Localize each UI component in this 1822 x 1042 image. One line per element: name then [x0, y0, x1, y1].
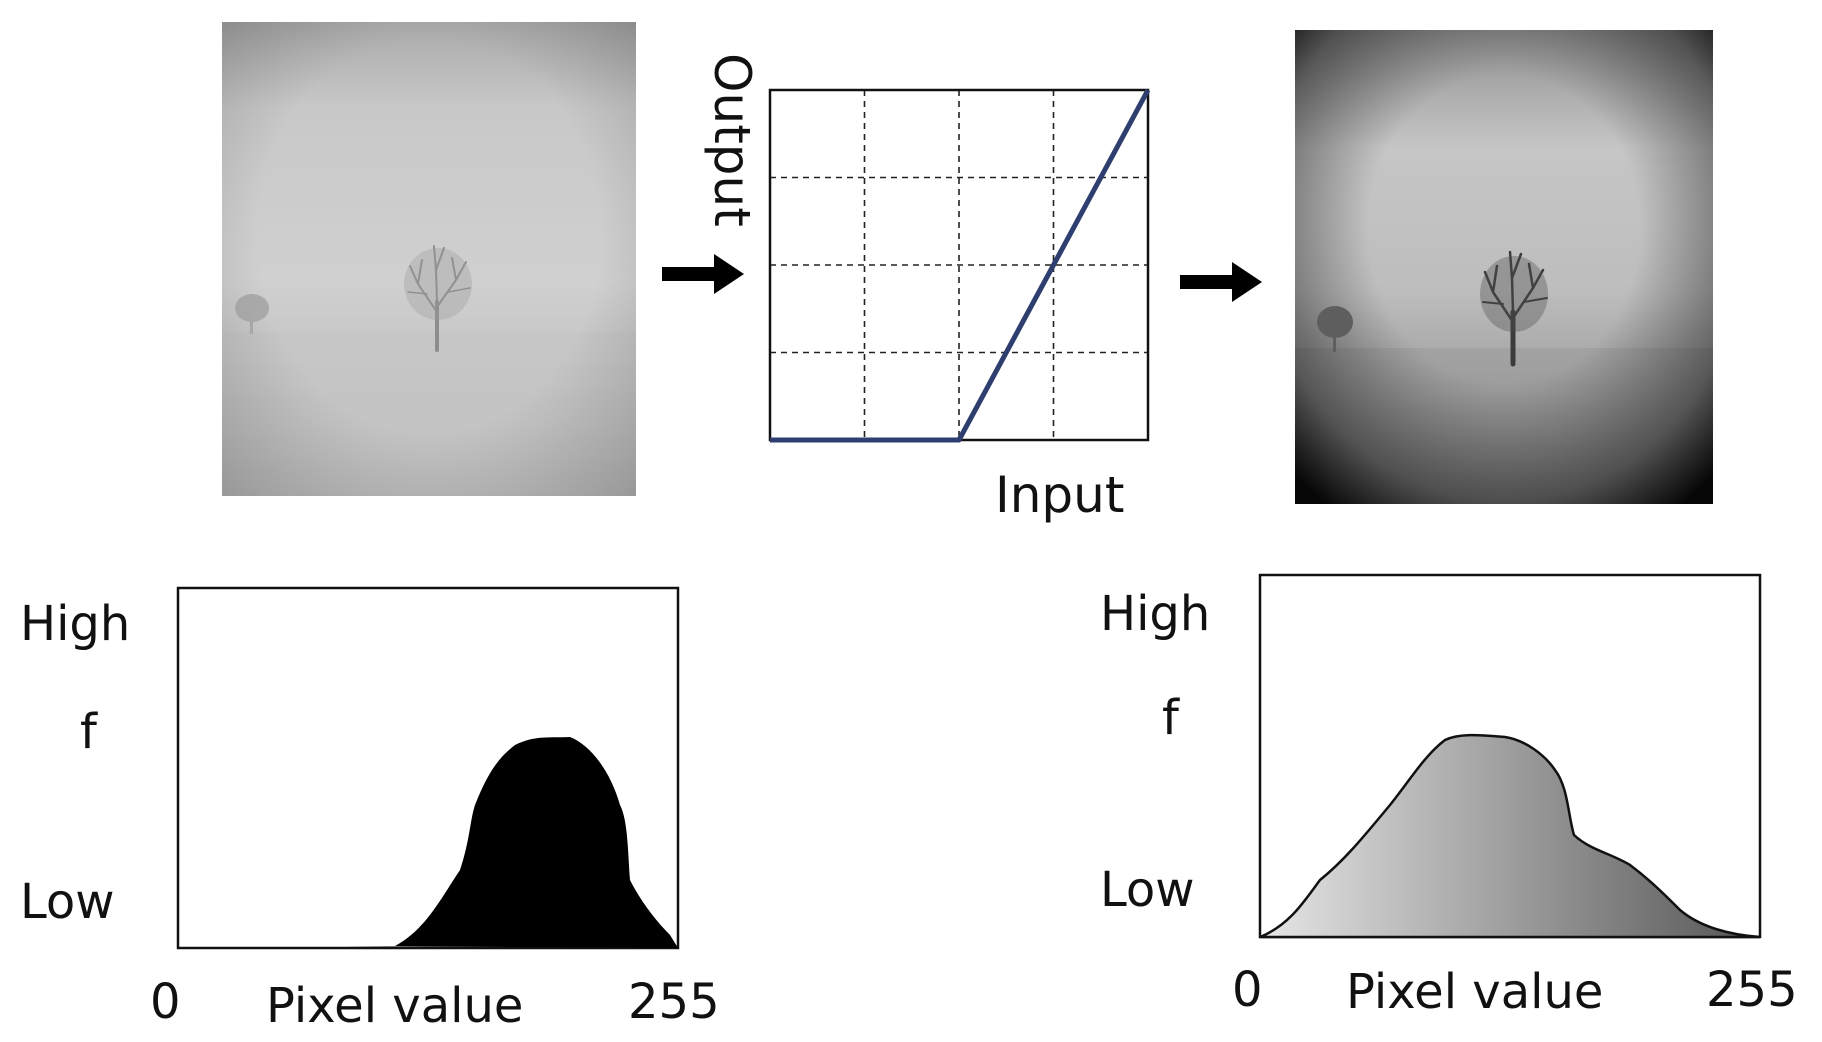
histogram-left-low: Low [20, 874, 115, 930]
curve-grid [770, 90, 1148, 440]
transfer-curve [768, 88, 1151, 443]
histogram-right-f: f [1162, 690, 1179, 746]
histogram-left-xlabel: Pixel value [266, 978, 524, 1034]
histogram-right-shape [1259, 733, 1761, 939]
right-arrow-icon [1180, 262, 1262, 302]
distant-tree [1317, 306, 1353, 352]
input-image-scene [222, 22, 636, 496]
histogram-right-xlabel: Pixel value [1346, 964, 1604, 1020]
distant-tree [235, 294, 269, 334]
histogram-left-xmax: 255 [628, 974, 720, 1030]
histogram-left-shape [345, 737, 678, 948]
curve-line [770, 88, 1151, 443]
histogram-left-high: High [20, 596, 131, 652]
histogram-right-low: Low [1100, 862, 1195, 918]
histogram-left-xmin: 0 [150, 974, 181, 1030]
curve-ylabel: Output [703, 53, 761, 227]
histogram-right [1258, 573, 1762, 939]
tree [1482, 250, 1548, 367]
tree [407, 245, 471, 352]
histogram-right-high: High [1100, 586, 1211, 642]
histogram-left-frame [176, 586, 680, 950]
curve-xlabel: Input [995, 466, 1125, 524]
histogram-left [176, 586, 680, 950]
output-image-scene [1295, 30, 1713, 504]
tree-crown [1480, 256, 1548, 332]
tree-crown [404, 248, 472, 320]
right-arrow-icon [662, 254, 744, 294]
histogram-right-xmax: 255 [1706, 962, 1798, 1018]
histogram-left-f: f [80, 704, 97, 760]
output-image [1295, 30, 1713, 504]
input-image [222, 22, 636, 496]
histogram-right-xmin: 0 [1232, 962, 1263, 1018]
